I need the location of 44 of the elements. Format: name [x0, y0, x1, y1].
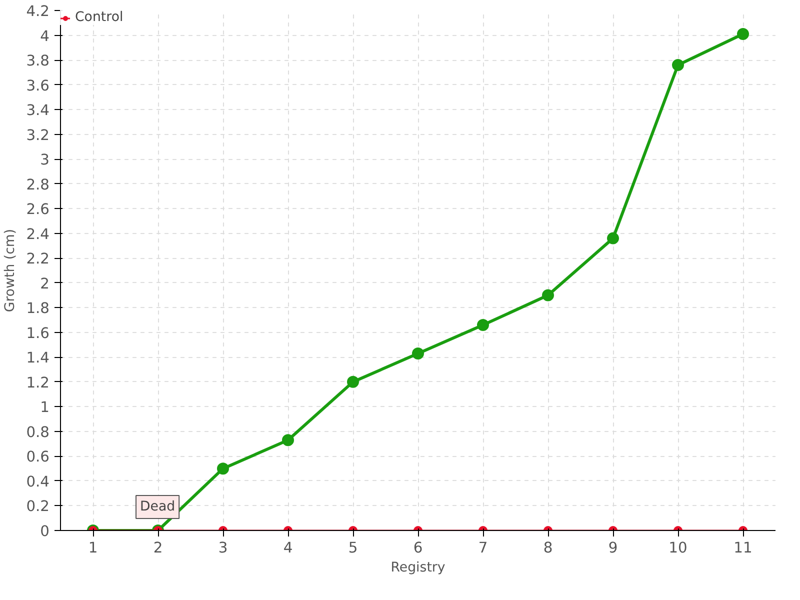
y-tick-label: 1	[40, 399, 50, 416]
y-tick-label: 4	[40, 28, 50, 45]
point	[672, 58, 684, 71]
y-tick-label: 2	[40, 275, 50, 292]
y-tick-label: 1.2	[26, 374, 50, 392]
annotation: Dead	[140, 500, 176, 514]
y-tick-label: 4.2	[26, 3, 50, 20]
y-tick-label: 2.2	[26, 250, 50, 268]
y-tick-label: 3	[40, 152, 50, 169]
y-tick-label: 3.6	[26, 77, 50, 94]
y-tick-label: 0.6	[26, 448, 50, 466]
y-tick-label: 0.8	[26, 424, 50, 441]
x-tick-label: 10	[668, 540, 688, 556]
y-tick-label: 2.4	[26, 226, 50, 243]
y-tick-label: 0.2	[26, 498, 50, 516]
y-tick-label: 3.8	[26, 52, 50, 70]
y-tick-label: 1.6	[26, 324, 50, 342]
point	[737, 28, 749, 40]
x-axis-title: Registry	[390, 560, 446, 576]
point	[412, 347, 424, 360]
y-tick-label: 2.8	[26, 176, 50, 194]
point	[347, 376, 359, 388]
y-tick-label: 0.4	[26, 473, 50, 490]
point	[542, 289, 554, 302]
x-tick-label: 3	[218, 540, 228, 556]
x-tick-label: 9	[608, 540, 618, 556]
x-tick-label: 4	[283, 540, 293, 556]
x-tick-label: 11	[734, 540, 752, 556]
legend-label: Control	[75, 10, 124, 25]
y-tick-label: 0	[40, 523, 50, 540]
y-tick-label: 2.6	[26, 201, 50, 218]
y-tick-label: 3.4	[26, 102, 50, 120]
y-tick-label: 3.2	[26, 126, 50, 144]
x-tick-label: 1	[88, 540, 98, 556]
y-tick-label: 1.8	[26, 300, 50, 318]
x-tick-label: 5	[348, 540, 358, 556]
x-tick-label: 7	[478, 540, 488, 556]
x-tick-label: 8	[543, 540, 553, 556]
point	[477, 318, 489, 331]
y-axis-title: Growth (cm)	[3, 228, 18, 312]
x-tick-label: 6	[413, 540, 423, 556]
point	[607, 232, 619, 244]
y-tick-label: 1.4	[26, 350, 50, 367]
x-tick-label: 2	[153, 540, 163, 556]
